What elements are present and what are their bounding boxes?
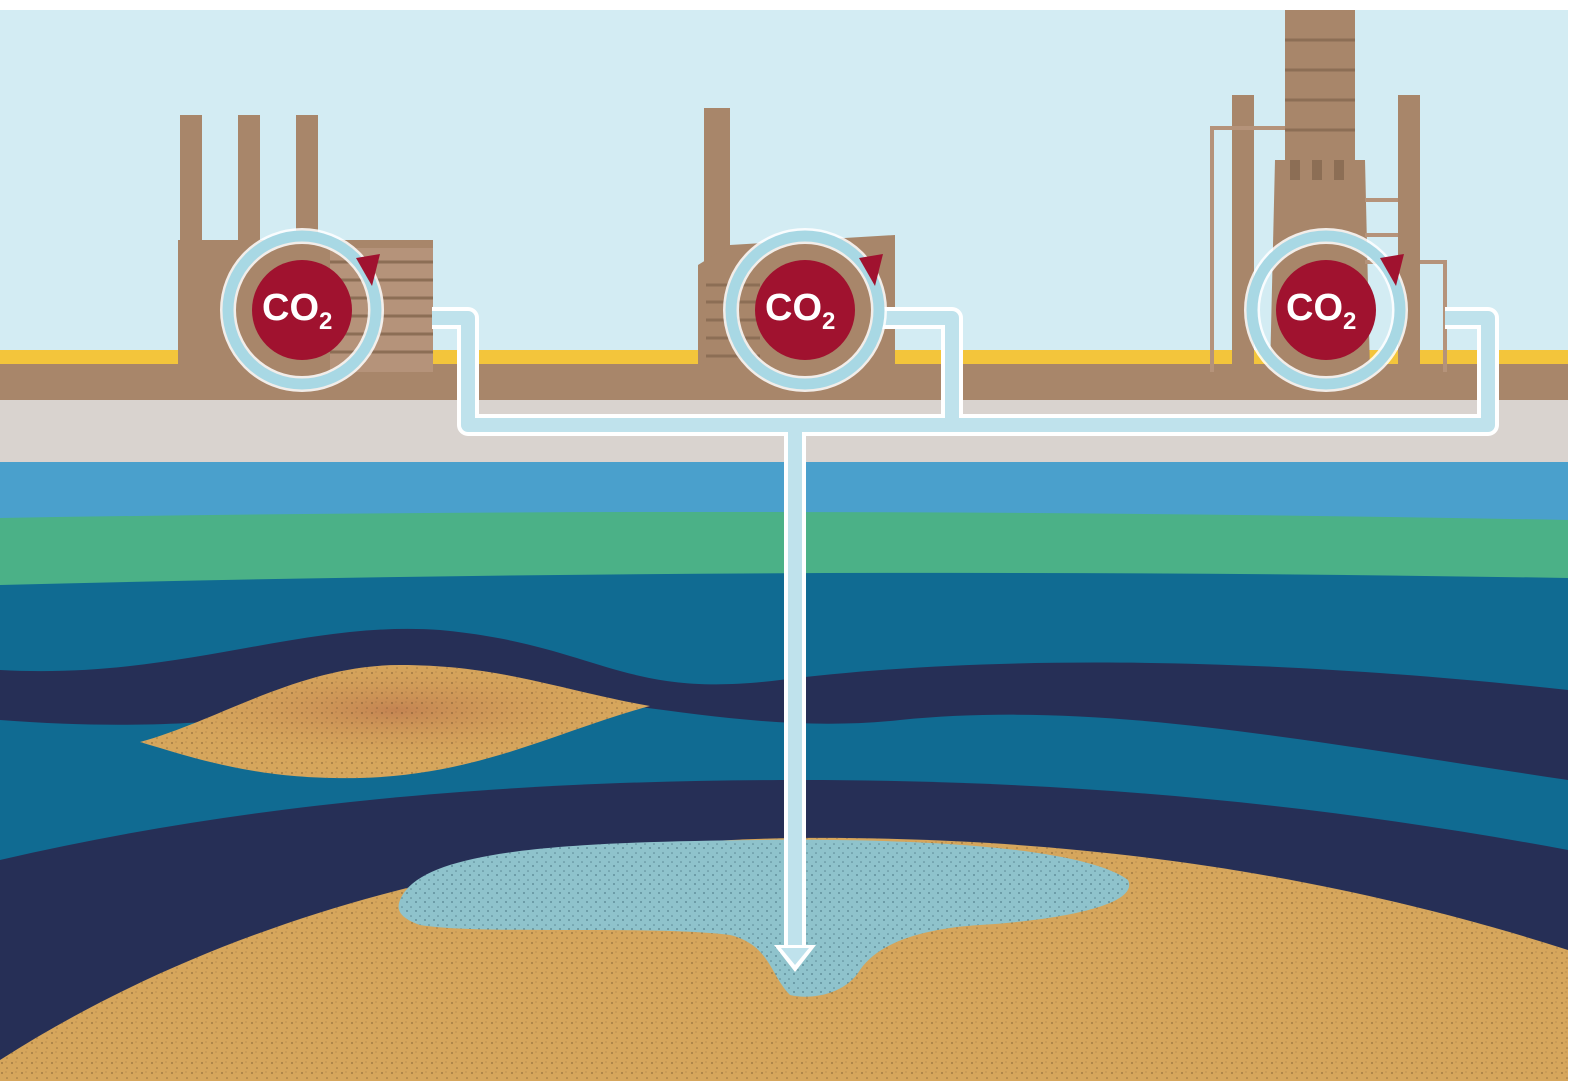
- co2-cycle-icon: CO2: [1244, 228, 1408, 392]
- co2-label: CO2: [262, 287, 332, 335]
- injection-arrow-icon: [774, 945, 816, 972]
- pipe-network: [432, 307, 1499, 950]
- co2-cycle-icon: CO2: [220, 228, 384, 392]
- co2-cycle-icon: CO2: [723, 228, 887, 392]
- corner-mark: A: [1574, 10, 1588, 32]
- co2-label: CO2: [1286, 287, 1356, 335]
- co2-label: CO2: [765, 287, 835, 335]
